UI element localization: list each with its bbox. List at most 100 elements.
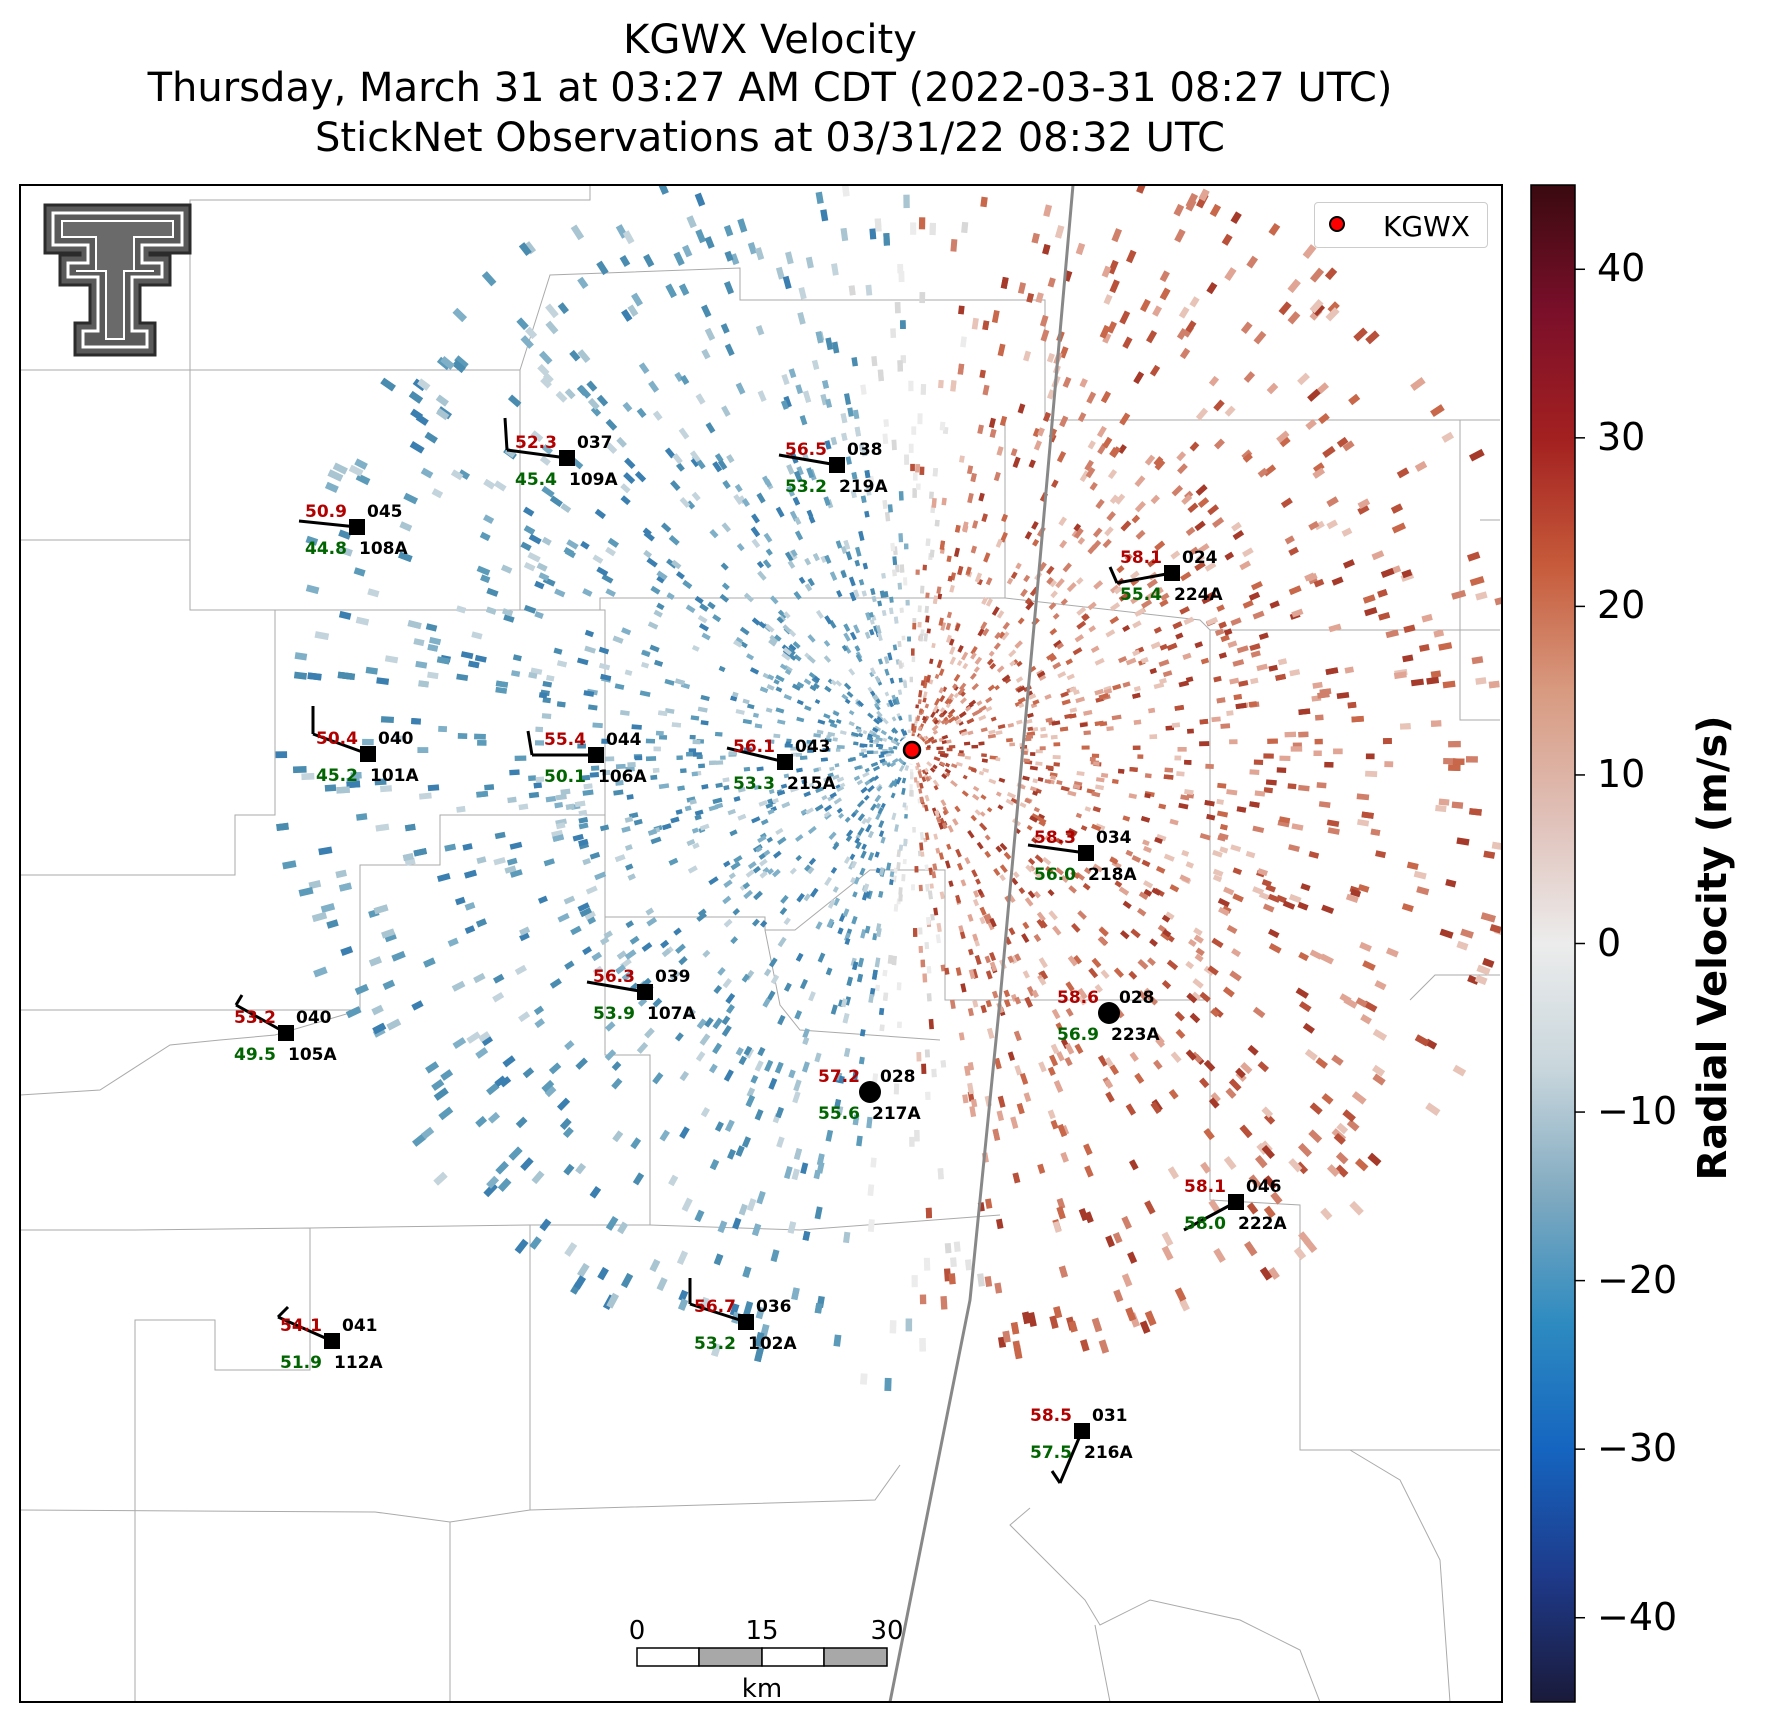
station-id: 105A xyxy=(288,1045,337,1065)
station-dewpoint: 58.0 xyxy=(1184,1214,1226,1234)
station-wind-direction: 036 xyxy=(756,1297,792,1317)
station-106A: 55.4 044 50.1 106A xyxy=(526,730,647,787)
station-wind-direction: 028 xyxy=(1119,988,1155,1008)
station-109A: 52.3 037 45.4 109A xyxy=(503,417,618,490)
wind-barb-flag xyxy=(503,417,509,451)
station-marker xyxy=(1074,1423,1090,1439)
wind-barb xyxy=(586,980,646,994)
scale-tick-30: 30 xyxy=(870,1616,904,1646)
station-dewpoint: 53.2 xyxy=(785,477,827,497)
station-wind-direction: 045 xyxy=(367,502,403,522)
colorbar-tick-label: 40 xyxy=(1597,246,1646,291)
station-id: 216A xyxy=(1084,1443,1133,1463)
station-wind-direction: 039 xyxy=(655,967,691,987)
wind-barb xyxy=(1116,571,1173,585)
station-temperature: 50.4 xyxy=(316,729,358,749)
wind-barb xyxy=(506,448,568,460)
station-108A: 50.9 045 44.8 108A xyxy=(298,502,408,559)
station-id: 102A xyxy=(748,1334,797,1354)
station-marker xyxy=(559,450,575,466)
station-wind-direction: 024 xyxy=(1182,548,1218,568)
station-wind-direction: 040 xyxy=(378,729,414,749)
station-dewpoint: 56.9 xyxy=(1057,1025,1099,1045)
station-wind-direction: 040 xyxy=(296,1008,332,1028)
title-line-3: StickNet Observations at 03/31/22 08:32 … xyxy=(315,115,1225,161)
station-marker xyxy=(278,1025,294,1041)
station-107A: 56.3 039 53.9 107A xyxy=(586,967,696,1024)
station-dewpoint: 51.9 xyxy=(280,1353,322,1373)
station-219A: 56.5 038 53.2 219A xyxy=(778,440,888,497)
station-223A: 58.6 028 56.9 223A xyxy=(1057,988,1160,1045)
station-dewpoint: 45.4 xyxy=(515,470,557,490)
station-temperature: 58.3 xyxy=(1034,828,1076,848)
station-dewpoint: 53.3 xyxy=(733,774,775,794)
wind-barb xyxy=(277,1315,333,1343)
station-dewpoint: 50.1 xyxy=(544,767,586,787)
station-marker xyxy=(588,747,604,763)
station-dewpoint: 53.2 xyxy=(694,1334,736,1354)
colorbar-tick-label: −40 xyxy=(1597,1594,1678,1639)
station-102A: 56.7 036 53.2 102A xyxy=(688,1278,797,1354)
scale-tick-0: 0 xyxy=(628,1616,646,1646)
radar-site-marker xyxy=(898,736,926,764)
station-id: 107A xyxy=(647,1004,696,1024)
colorbar xyxy=(1530,184,1585,1703)
station-215A: 56.1 043 53.3 215A xyxy=(726,737,836,794)
station-marker xyxy=(829,457,845,473)
station-temperature: 52.3 xyxy=(515,433,557,453)
station-temperature: 57.2 xyxy=(818,1067,860,1087)
station-temperature: 58.6 xyxy=(1057,988,1099,1008)
station-temperature: 56.7 xyxy=(694,1297,736,1317)
station-id: 217A xyxy=(872,1104,921,1124)
colorbar-tick-label: −10 xyxy=(1597,1089,1678,1134)
colorbar-tick-label: 20 xyxy=(1597,583,1646,628)
wind-barb xyxy=(298,519,358,529)
station-temperature: 54.1 xyxy=(280,1316,322,1336)
station-temperature: 58.1 xyxy=(1184,1177,1226,1197)
sticknet-stations: 52.3 037 45.4 109A 56.5 038 53.2 219A 50.9 045 44.… xyxy=(234,417,1287,1484)
station-wind-direction: 028 xyxy=(880,1067,916,1087)
station-temperature: 56.1 xyxy=(733,737,775,757)
colorbar-tick-label: −20 xyxy=(1597,1257,1678,1302)
station-marker xyxy=(1228,1194,1244,1210)
station-marker-calm xyxy=(859,1081,881,1103)
texas-tech-logo xyxy=(43,203,192,357)
colorbar-tick-label: −30 xyxy=(1597,1426,1678,1471)
station-id: 112A xyxy=(334,1353,383,1373)
wind-barb-flag xyxy=(234,994,244,1006)
station-218A: 58.3 034 56.0 218A xyxy=(1027,828,1137,885)
station-id: 106A xyxy=(598,767,647,787)
station-marker xyxy=(1078,845,1094,861)
station-marker xyxy=(360,746,376,762)
colorbar-label: Radial Velocity (m/s) xyxy=(1690,715,1736,1181)
station-temperature: 56.3 xyxy=(593,967,635,987)
station-112A: 54.1 041 51.9 112A xyxy=(276,1305,383,1373)
station-wind-direction: 037 xyxy=(577,433,613,453)
station-id: 222A xyxy=(1238,1214,1287,1234)
station-marker-calm xyxy=(1098,1002,1120,1024)
station-marker xyxy=(777,754,793,770)
station-wind-direction: 044 xyxy=(606,730,642,750)
station-temperature: 50.9 xyxy=(305,502,347,522)
county-boundaries xyxy=(20,185,1500,1702)
station-222A: 58.1 046 58.0 222A xyxy=(1183,1177,1287,1234)
station-id: 224A xyxy=(1174,585,1223,605)
colorbar-tick-label: 0 xyxy=(1597,920,1622,965)
wind-barb xyxy=(689,1302,747,1324)
station-dewpoint: 45.2 xyxy=(316,766,358,786)
scale-tick-15: 15 xyxy=(745,1616,779,1646)
station-dewpoint: 56.0 xyxy=(1034,865,1076,885)
station-dewpoint: 49.5 xyxy=(234,1045,276,1065)
station-105A: 53.2 040 49.5 105A xyxy=(234,994,337,1065)
scale-bar xyxy=(636,1647,888,1667)
station-temperature: 56.5 xyxy=(785,440,827,460)
station-id: 109A xyxy=(569,470,618,490)
station-marker xyxy=(1164,565,1180,581)
wind-barb-flag xyxy=(276,1305,290,1319)
station-wind-direction: 031 xyxy=(1092,1406,1128,1426)
station-dewpoint: 44.8 xyxy=(305,539,347,559)
legend-marker-icon xyxy=(1329,216,1345,232)
station-wind-direction: 034 xyxy=(1096,828,1132,848)
wind-barb xyxy=(1058,1430,1084,1484)
